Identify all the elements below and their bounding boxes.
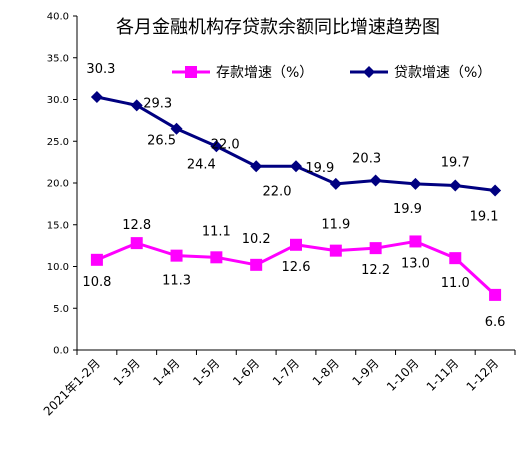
loan-data-label: 19.7 bbox=[441, 156, 470, 171]
loan-data-label: 19.9 bbox=[305, 161, 334, 176]
legend-marker-diamond bbox=[363, 66, 375, 78]
x-tick-label: 1-12月 bbox=[464, 356, 502, 394]
deposit-data-label: 12.8 bbox=[122, 218, 151, 233]
y-tick-label: 0.0 bbox=[53, 346, 69, 357]
loan-data-label: 20.3 bbox=[352, 151, 381, 166]
legend-label: 存款增速（%） bbox=[216, 65, 313, 81]
loan-point bbox=[290, 160, 302, 173]
loan-data-label: 19.9 bbox=[393, 202, 422, 217]
loan-data-label: 26.5 bbox=[147, 134, 176, 149]
y-tick-label: 30.0 bbox=[47, 95, 69, 106]
x-tick-label: 1-7月 bbox=[270, 356, 302, 388]
deposit-point bbox=[290, 238, 302, 251]
x-axis-ticks: 2021年1-2月 1-3月 1-4月 1-5月 1-6月 1-7月 1-8月 1-9月 1-1… bbox=[41, 350, 516, 419]
y-tick-label: 25.0 bbox=[47, 137, 69, 148]
x-tick-label: 1-6月 bbox=[230, 356, 262, 388]
deposit-data-label: 11.9 bbox=[321, 218, 350, 233]
deposit-data-label: 11.1 bbox=[202, 224, 231, 239]
x-tick-label: 1-9月 bbox=[350, 356, 382, 388]
deposit-point bbox=[90, 253, 103, 266]
deposit-point bbox=[130, 237, 143, 250]
deposit-data-label: 10.2 bbox=[242, 232, 271, 247]
loan-point bbox=[210, 140, 223, 153]
deposit-point bbox=[449, 252, 462, 265]
deposit-data-label: 13.0 bbox=[401, 256, 430, 271]
series-layer bbox=[90, 90, 502, 301]
y-tick-label: 20.0 bbox=[47, 179, 69, 190]
deposit-point bbox=[409, 235, 422, 248]
loan-data-label: 24.4 bbox=[187, 157, 216, 172]
x-tick-label: 1-10月 bbox=[384, 356, 422, 394]
x-tick-label: 1-3月 bbox=[111, 356, 143, 388]
legend-label: 贷款增速（%） bbox=[394, 65, 491, 81]
deposit-point bbox=[329, 244, 342, 257]
loan-data-label: 22.0 bbox=[211, 137, 240, 152]
y-tick-label: 5.0 bbox=[53, 304, 69, 315]
loan-point bbox=[329, 177, 342, 190]
loan-point bbox=[250, 160, 263, 173]
loan-point bbox=[409, 177, 422, 190]
x-tick-label: 1-11月 bbox=[424, 356, 462, 394]
y-axis-ticks: 0.0 5.0 10.0 15.0 20.0 25.0 30.0 35.0 40.0 bbox=[47, 12, 77, 357]
deposit-point bbox=[369, 242, 382, 255]
loan-point bbox=[449, 179, 462, 192]
data-labels: 10.8 12.8 11.3 11.1 10.2 12.6 11.9 12.2 13.0 11.0… bbox=[82, 62, 505, 330]
loan-data-label: 29.3 bbox=[143, 96, 172, 111]
loan-data-label: 30.3 bbox=[86, 62, 115, 77]
loan-point bbox=[90, 90, 103, 103]
deposit-data-label: 11.3 bbox=[162, 274, 191, 289]
x-tick-label: 1-5月 bbox=[190, 356, 222, 388]
legend-marker-square bbox=[185, 66, 197, 78]
loan-point bbox=[489, 184, 502, 197]
deposit-point bbox=[489, 288, 502, 301]
deposit-data-label: 12.2 bbox=[361, 263, 390, 278]
deposit-data-label: 11.0 bbox=[441, 276, 470, 291]
y-tick-label: 10.0 bbox=[47, 262, 69, 273]
x-tick-label: 2021年1-2月 bbox=[41, 356, 103, 418]
deposit-data-label: 6.6 bbox=[485, 315, 506, 330]
legend: 存款增速（%） 贷款增速（%） bbox=[172, 65, 491, 81]
x-tick-label: 1-4月 bbox=[150, 356, 182, 388]
deposit-point bbox=[170, 249, 183, 262]
y-tick-label: 35.0 bbox=[47, 53, 69, 64]
loan-point bbox=[170, 122, 183, 135]
loan-data-label: 19.1 bbox=[470, 210, 499, 225]
deposit-data-label: 10.8 bbox=[82, 275, 111, 290]
x-tick-label: 1-8月 bbox=[310, 356, 342, 388]
deposit-point bbox=[250, 258, 263, 271]
y-tick-label: 15.0 bbox=[47, 220, 69, 231]
loan-point bbox=[130, 99, 143, 112]
deposit-point bbox=[210, 251, 223, 264]
y-tick-label: 40.0 bbox=[47, 12, 69, 23]
chart-title: 各月金融机构存贷款余额同比增速趋势图 bbox=[116, 17, 440, 38]
loan-data-label: 22.0 bbox=[263, 184, 292, 199]
loan-point bbox=[369, 174, 382, 187]
deposit-data-label: 12.6 bbox=[282, 260, 311, 275]
